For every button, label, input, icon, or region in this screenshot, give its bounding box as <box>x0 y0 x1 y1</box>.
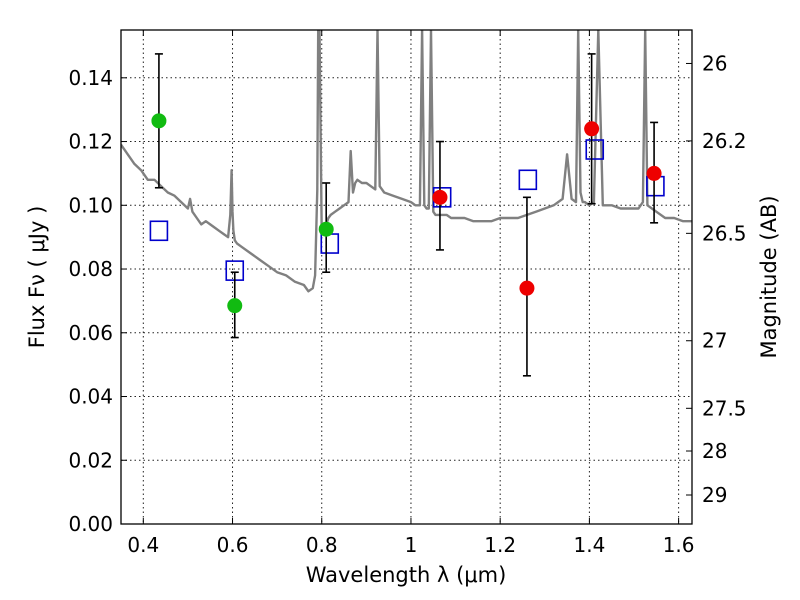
x-axis-label: Wavelength λ (μm) <box>306 563 507 587</box>
model-box-marker <box>585 139 605 160</box>
y2-tick-label: 28 <box>702 439 727 463</box>
y2-tick-label: 26.2 <box>702 129 747 153</box>
y2-tick-label: 26.5 <box>702 221 747 245</box>
y-axis-label: Flux Fν ( μJy ) <box>25 206 49 349</box>
y-tick-label: 0.14 <box>68 66 113 90</box>
observed-point <box>318 221 334 237</box>
y-tick-label: 0.08 <box>68 257 113 281</box>
x-tick-label: 0.6 <box>217 533 249 557</box>
x-tick-label: 0.4 <box>127 533 159 557</box>
observed-point <box>646 165 662 181</box>
plot-frame <box>120 29 693 525</box>
observed-point <box>584 121 600 137</box>
y2-tick-label: 26 <box>702 51 727 75</box>
template-spectrum-line <box>121 30 692 293</box>
y-tick-label: 0.02 <box>68 448 113 472</box>
x-tick-label: 1 <box>405 533 418 557</box>
observed-point <box>432 189 448 205</box>
plot-area <box>121 30 692 293</box>
observed-point <box>519 280 535 296</box>
y2-axis-label: Magnitude (AB) <box>757 195 781 358</box>
x-tick-label: 1.2 <box>484 533 516 557</box>
x-tick-label: 1.6 <box>663 533 695 557</box>
axes: 0.4 0.6 0.8 1 1.2 1.4 1.6 0.00 0.02 0.04 0.06 0.08 0… <box>68 30 747 557</box>
y2-tick-label: 27 <box>702 329 727 353</box>
model-box-marker <box>149 220 169 242</box>
observed-point <box>151 113 167 129</box>
y2-tick-label: 29 <box>702 483 727 507</box>
y-tick-label: 0.06 <box>68 321 113 345</box>
x-tick-label: 1.4 <box>573 533 605 557</box>
y-tick-label: 0.00 <box>68 512 113 536</box>
model-box-marker <box>518 169 538 191</box>
y-tick-label: 0.10 <box>68 193 113 217</box>
x-tick-label: 0.8 <box>306 533 338 557</box>
y-tick-label: 0.12 <box>68 130 113 154</box>
observed-point <box>227 298 243 314</box>
y-tick-label: 0.04 <box>68 385 113 409</box>
markers <box>149 53 665 377</box>
y2-tick-label: 27.5 <box>702 396 747 420</box>
